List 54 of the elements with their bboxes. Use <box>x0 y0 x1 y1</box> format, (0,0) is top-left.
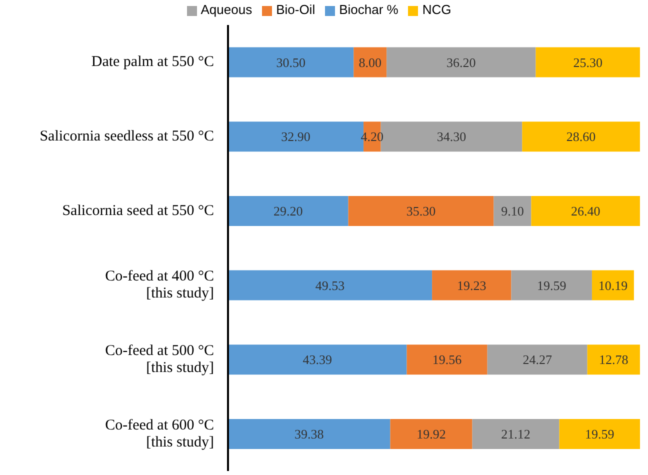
bar <box>487 344 588 375</box>
data-label: 43.39 <box>302 352 332 368</box>
data-label: 24.27 <box>522 352 552 368</box>
data-label: 26.40 <box>570 204 600 219</box>
bar <box>536 47 640 78</box>
bar <box>522 122 640 152</box>
bar <box>592 270 634 300</box>
bar <box>511 270 592 300</box>
data-label: 19.56 <box>432 352 462 368</box>
legend-label: Aqueous <box>200 2 252 17</box>
bar <box>531 196 640 226</box>
bar <box>472 418 560 449</box>
y-tick-label: Co-feed at 400 °C [this study] <box>105 268 214 302</box>
bar <box>228 47 354 78</box>
bar <box>228 270 432 300</box>
bar <box>494 196 532 226</box>
data-label: 12.78 <box>599 352 628 368</box>
y-tick-label: Date palm at 550 °C <box>91 54 214 70</box>
data-label: 35.30 <box>406 204 436 219</box>
data-label: 30.50 <box>276 54 306 70</box>
bar <box>348 196 494 226</box>
data-label: 19.59 <box>536 278 566 293</box>
data-label: 36.20 <box>446 54 476 70</box>
data-label: 29.20 <box>274 204 303 219</box>
bar <box>390 418 472 449</box>
bar <box>587 344 640 375</box>
bar <box>406 344 488 375</box>
data-label: 28.60 <box>566 129 596 144</box>
bar <box>354 47 387 78</box>
data-label: 25.30 <box>573 54 602 70</box>
data-label: 10.19 <box>598 278 628 293</box>
data-label: 49.53 <box>315 278 345 293</box>
data-label: 19.92 <box>416 426 446 442</box>
legend-label: Bio-Oil <box>276 2 316 17</box>
bar <box>386 47 536 78</box>
bar <box>432 270 512 300</box>
bar <box>228 344 407 375</box>
y-tick-label: Salicornia seed at 550 °C <box>62 202 214 219</box>
data-label: 19.59 <box>585 426 614 442</box>
data-label: 9.10 <box>501 204 524 219</box>
data-label: 32.90 <box>281 129 310 144</box>
y-tick-label: Co-feed at 600 °C [this study] <box>105 417 214 450</box>
bar <box>559 418 640 449</box>
data-label: 8.00 <box>358 54 382 70</box>
data-label: 21.12 <box>501 426 530 442</box>
legend-label: NCG <box>422 2 452 17</box>
y-tick-label: Salicornia seedless at 550 °C <box>40 128 214 144</box>
legend-label: Biochar % <box>339 2 398 17</box>
bar <box>228 418 390 449</box>
data-label: 34.30 <box>436 129 466 144</box>
bar <box>228 196 348 226</box>
y-tick-label: Co-feed at 500 °C [this study] <box>105 343 214 376</box>
data-label: 19.23 <box>457 278 486 293</box>
data-label: 39.38 <box>294 426 324 442</box>
